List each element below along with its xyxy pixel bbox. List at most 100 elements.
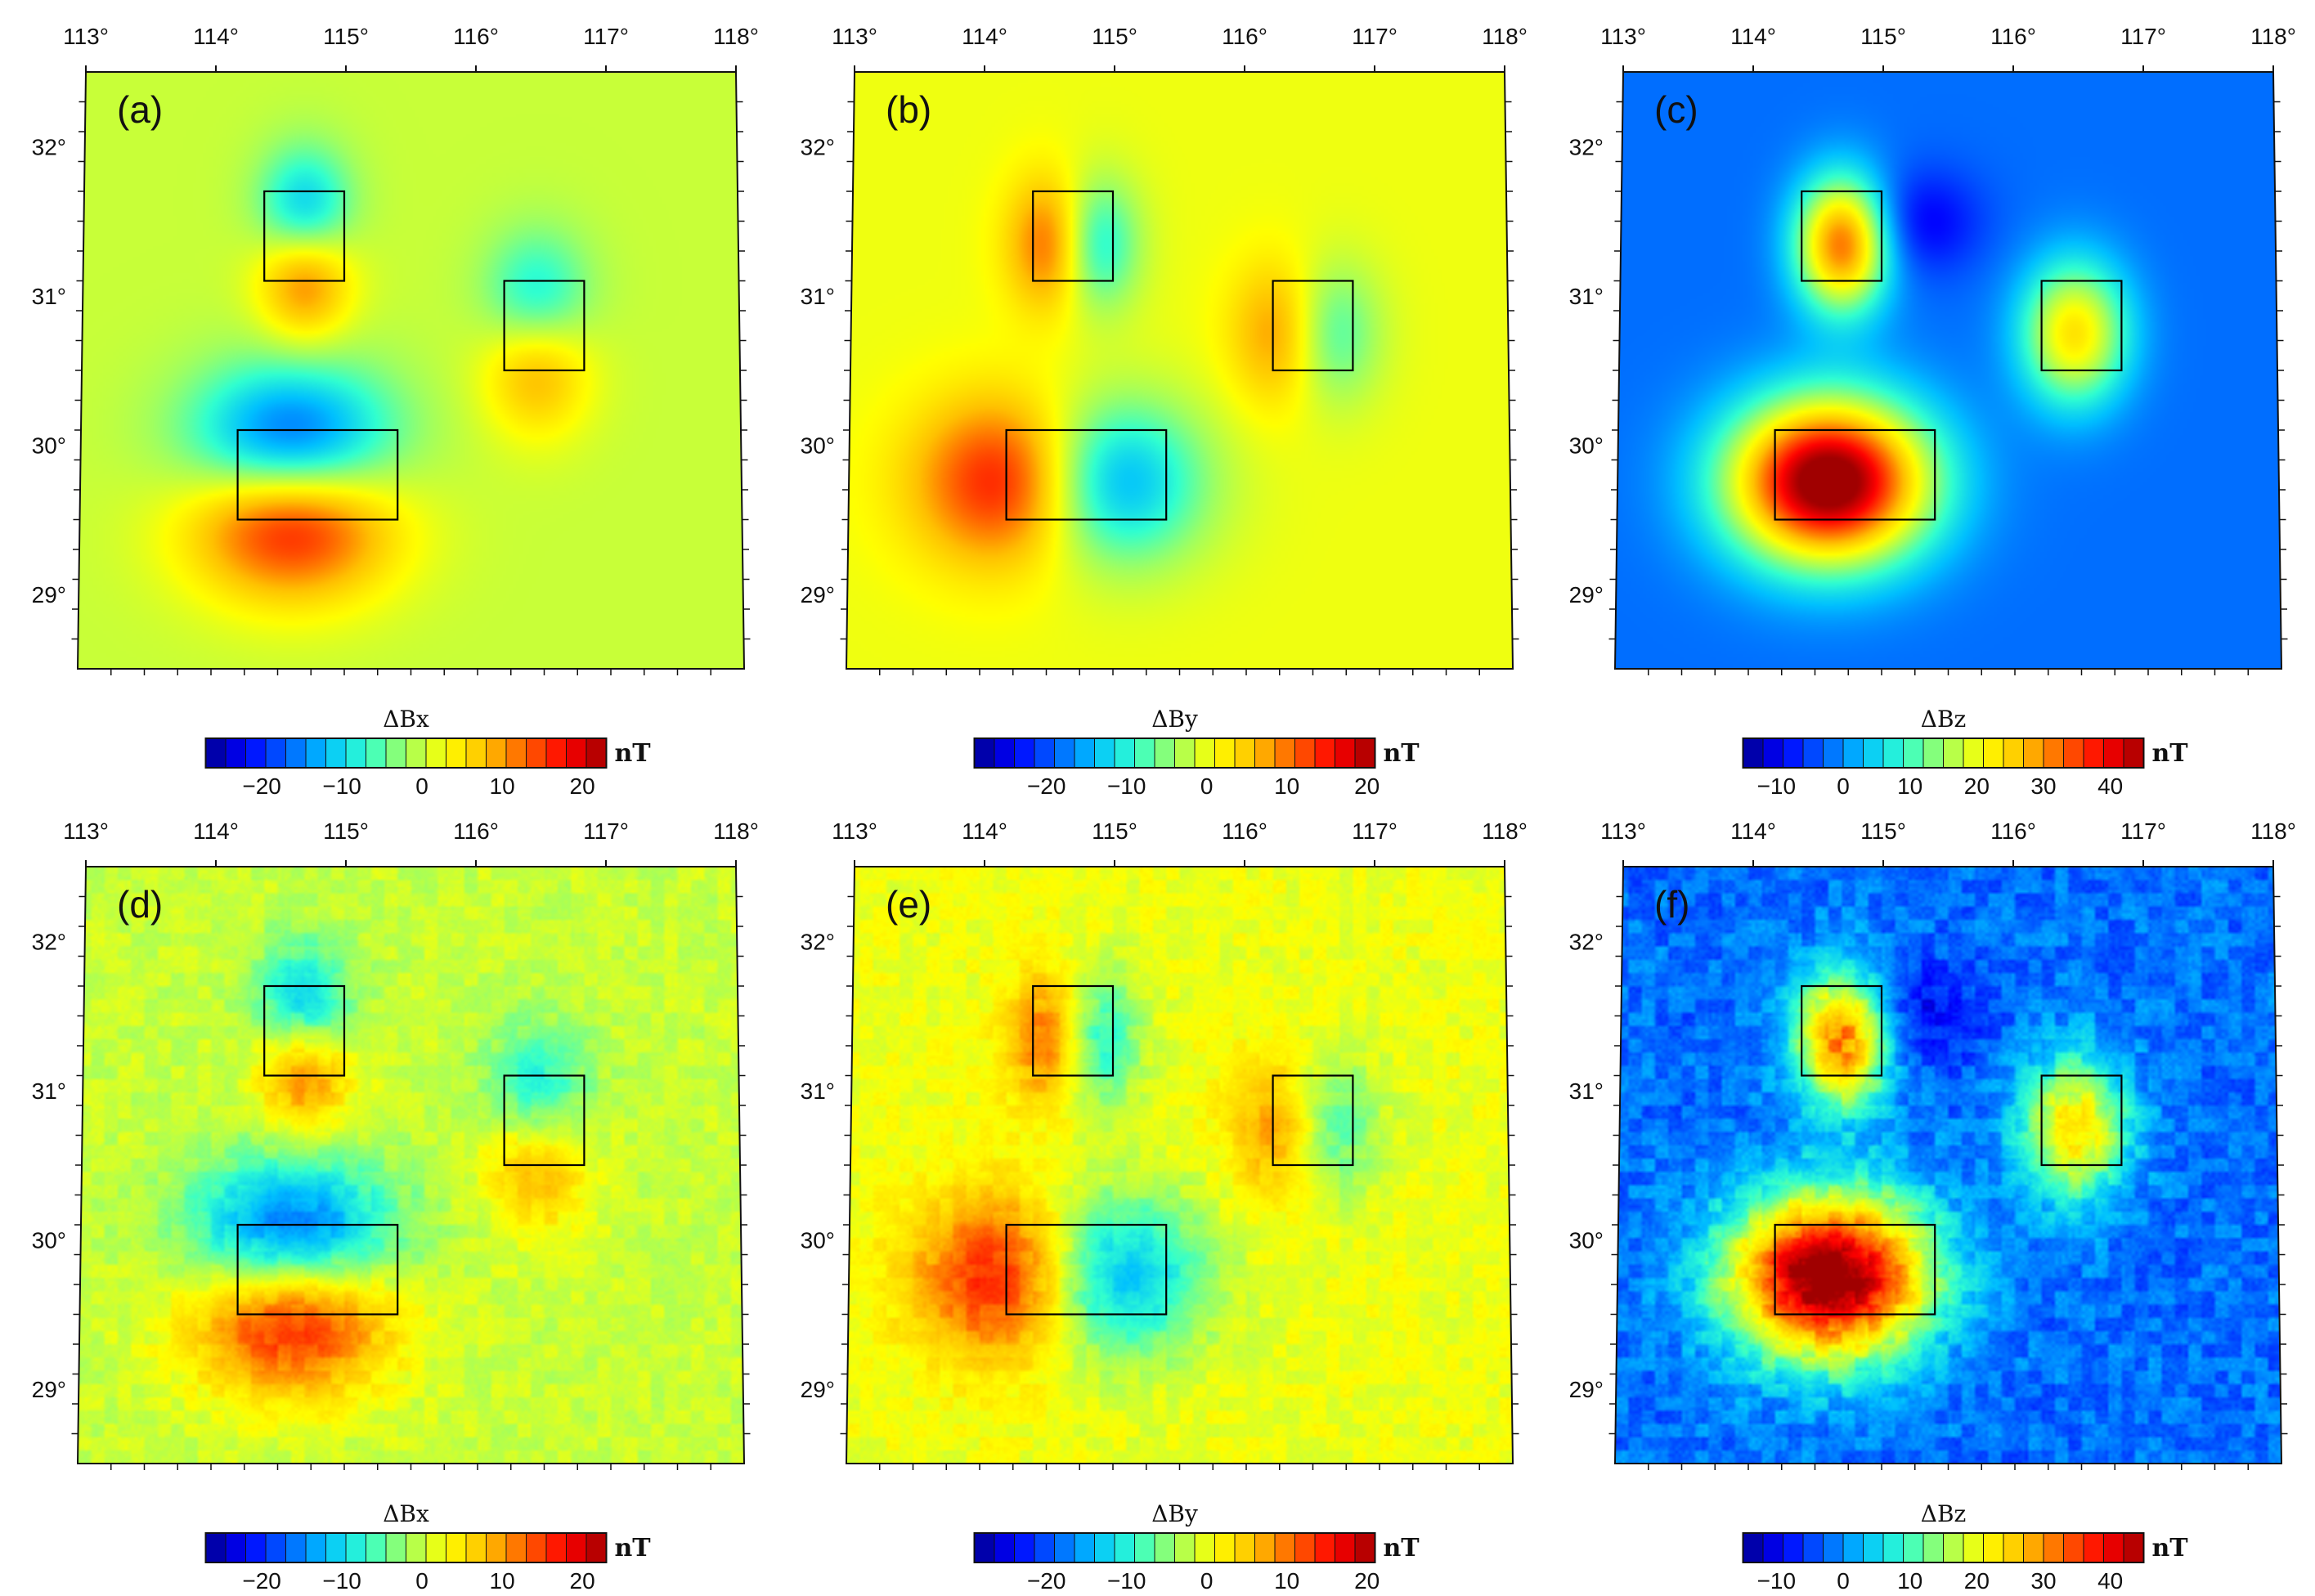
colorbar-title: ΔBx xyxy=(383,706,429,733)
colorbar-segment xyxy=(406,1533,427,1562)
colorbar-unit: nT xyxy=(615,1534,652,1562)
colorbar-segment xyxy=(1014,1533,1035,1562)
colorbar-segment xyxy=(306,1533,326,1562)
lon-tick-label: 116° xyxy=(1990,818,2036,844)
lon-tick-label: 117° xyxy=(1352,24,1398,49)
colorbar-segment xyxy=(1054,738,1075,768)
colorbar-segment xyxy=(2063,738,2084,768)
lon-tick-label: 118° xyxy=(2250,24,2296,49)
colorbar-unit: nT xyxy=(1384,739,1420,768)
colorbar-segment xyxy=(506,738,527,768)
colorbar-tick-label: −20 xyxy=(242,773,281,799)
lon-tick-label: 118° xyxy=(1482,818,1528,844)
lon-tick-label: 116° xyxy=(453,24,499,49)
colorbar-segment xyxy=(1275,738,1295,768)
lon-tick-label: 118° xyxy=(713,818,759,844)
colorbar-tick-label: −10 xyxy=(322,773,361,799)
colorbar-segment xyxy=(346,738,366,768)
source-box-1 xyxy=(263,190,346,282)
lat-tick-label: 32° xyxy=(801,134,835,159)
lon-tick-label: 113° xyxy=(63,24,109,49)
colorbar-segment xyxy=(426,1533,446,1562)
source-box-3 xyxy=(1005,1223,1168,1316)
lat-tick-label: 31° xyxy=(801,1078,835,1104)
panel-label: (b) xyxy=(886,88,931,131)
source-box-2 xyxy=(2040,1074,2123,1167)
colorbar-segment xyxy=(1355,738,1375,768)
colorbar-tick-label: −10 xyxy=(1757,773,1797,799)
lon-tick-label: 113° xyxy=(832,818,877,844)
colorbar-tick-label: −20 xyxy=(1027,1568,1066,1594)
colorbar-segment xyxy=(446,1533,467,1562)
lat-tick-label: 31° xyxy=(32,1078,66,1104)
heatmap-image xyxy=(1615,72,2281,669)
source-box-1 xyxy=(1032,190,1115,282)
colorbar-segment xyxy=(526,1533,547,1562)
lat-tick-label: 32° xyxy=(1569,929,1604,954)
colorbar-segment xyxy=(1843,738,1864,768)
lon-tick-label: 118° xyxy=(1482,24,1528,49)
heatmap-image xyxy=(846,72,1513,669)
colorbar-segment xyxy=(1923,1533,1944,1562)
colorbar-segment xyxy=(1803,1533,1824,1562)
lon-tick-label: 114° xyxy=(193,818,239,844)
panel-a: 113° 114° 115° 116° 117° 118° 29° 30° 31° 32° (a) Δ… xyxy=(32,24,759,799)
colorbar-title: ΔBy xyxy=(1151,706,1198,733)
colorbar-tick-label: 10 xyxy=(1897,773,1922,799)
colorbar-tick-label: 10 xyxy=(1274,1568,1299,1594)
colorbar-segment xyxy=(1115,738,1135,768)
colorbar-frame xyxy=(204,1532,608,1563)
source-box-1 xyxy=(1801,984,1883,1077)
colorbar-segment xyxy=(2084,1533,2104,1562)
colorbar-segment xyxy=(1294,1533,1316,1562)
lon-tick-label: 115° xyxy=(1092,24,1137,49)
colorbar-segment xyxy=(1014,738,1035,768)
colorbar-segment xyxy=(974,738,995,768)
heatmap-image xyxy=(846,867,1513,1464)
colorbar-segment xyxy=(1923,738,1944,768)
lat-tick-label: 30° xyxy=(801,1227,835,1253)
colorbar-segment xyxy=(526,738,547,768)
colorbar-segment xyxy=(325,738,347,768)
colorbar-segment xyxy=(1783,738,1804,768)
colorbar-segment xyxy=(586,1533,607,1562)
colorbar-unit: nT xyxy=(615,739,652,768)
colorbar-segment xyxy=(1235,738,1255,768)
colorbar-segment xyxy=(1195,1533,1215,1562)
lon-tick-label: 116° xyxy=(1222,818,1267,844)
lon-tick-label: 115° xyxy=(1860,24,1906,49)
colorbar-segment xyxy=(1174,738,1196,768)
colorbar-segment xyxy=(366,1533,387,1562)
lon-tick-label: 113° xyxy=(1600,24,1646,49)
colorbar-segment xyxy=(1134,1533,1155,1562)
colorbar-tick-label: 0 xyxy=(1200,773,1214,799)
lat-tick-label: 29° xyxy=(1569,1377,1604,1402)
colorbar-title: ΔBz xyxy=(1921,1500,1967,1527)
colorbar-segment xyxy=(1214,1533,1236,1562)
source-box-3 xyxy=(236,428,399,521)
lat-tick-label: 31° xyxy=(32,284,66,309)
colorbar-segment xyxy=(2023,738,2044,768)
colorbar-segment xyxy=(1863,738,1884,768)
lat-tick-label: 29° xyxy=(1569,582,1604,607)
colorbar-segment xyxy=(426,738,446,768)
colorbar-segment xyxy=(325,1533,347,1562)
lat-tick-label: 29° xyxy=(801,1377,835,1402)
source-box-2 xyxy=(503,1074,585,1167)
colorbar-segment xyxy=(1883,1533,1904,1562)
colorbar-segment xyxy=(546,1533,567,1562)
colorbar-segment xyxy=(1743,738,1764,768)
colorbar-tick-label: −10 xyxy=(1757,1568,1797,1594)
colorbar-tick-label: −20 xyxy=(1027,773,1066,799)
lat-tick-label: 32° xyxy=(32,929,66,954)
colorbar-title: ΔBy xyxy=(1151,1500,1198,1527)
source-box-3 xyxy=(1005,428,1168,521)
colorbar-tick-label: 0 xyxy=(415,1568,428,1594)
lon-tick-label: 113° xyxy=(832,24,877,49)
colorbar-tick-label: 0 xyxy=(1837,1568,1850,1594)
colorbar-segment xyxy=(1094,738,1115,768)
colorbar-frame xyxy=(973,1532,1376,1563)
colorbar-segment xyxy=(974,1533,995,1562)
colorbar-segment xyxy=(446,738,467,768)
